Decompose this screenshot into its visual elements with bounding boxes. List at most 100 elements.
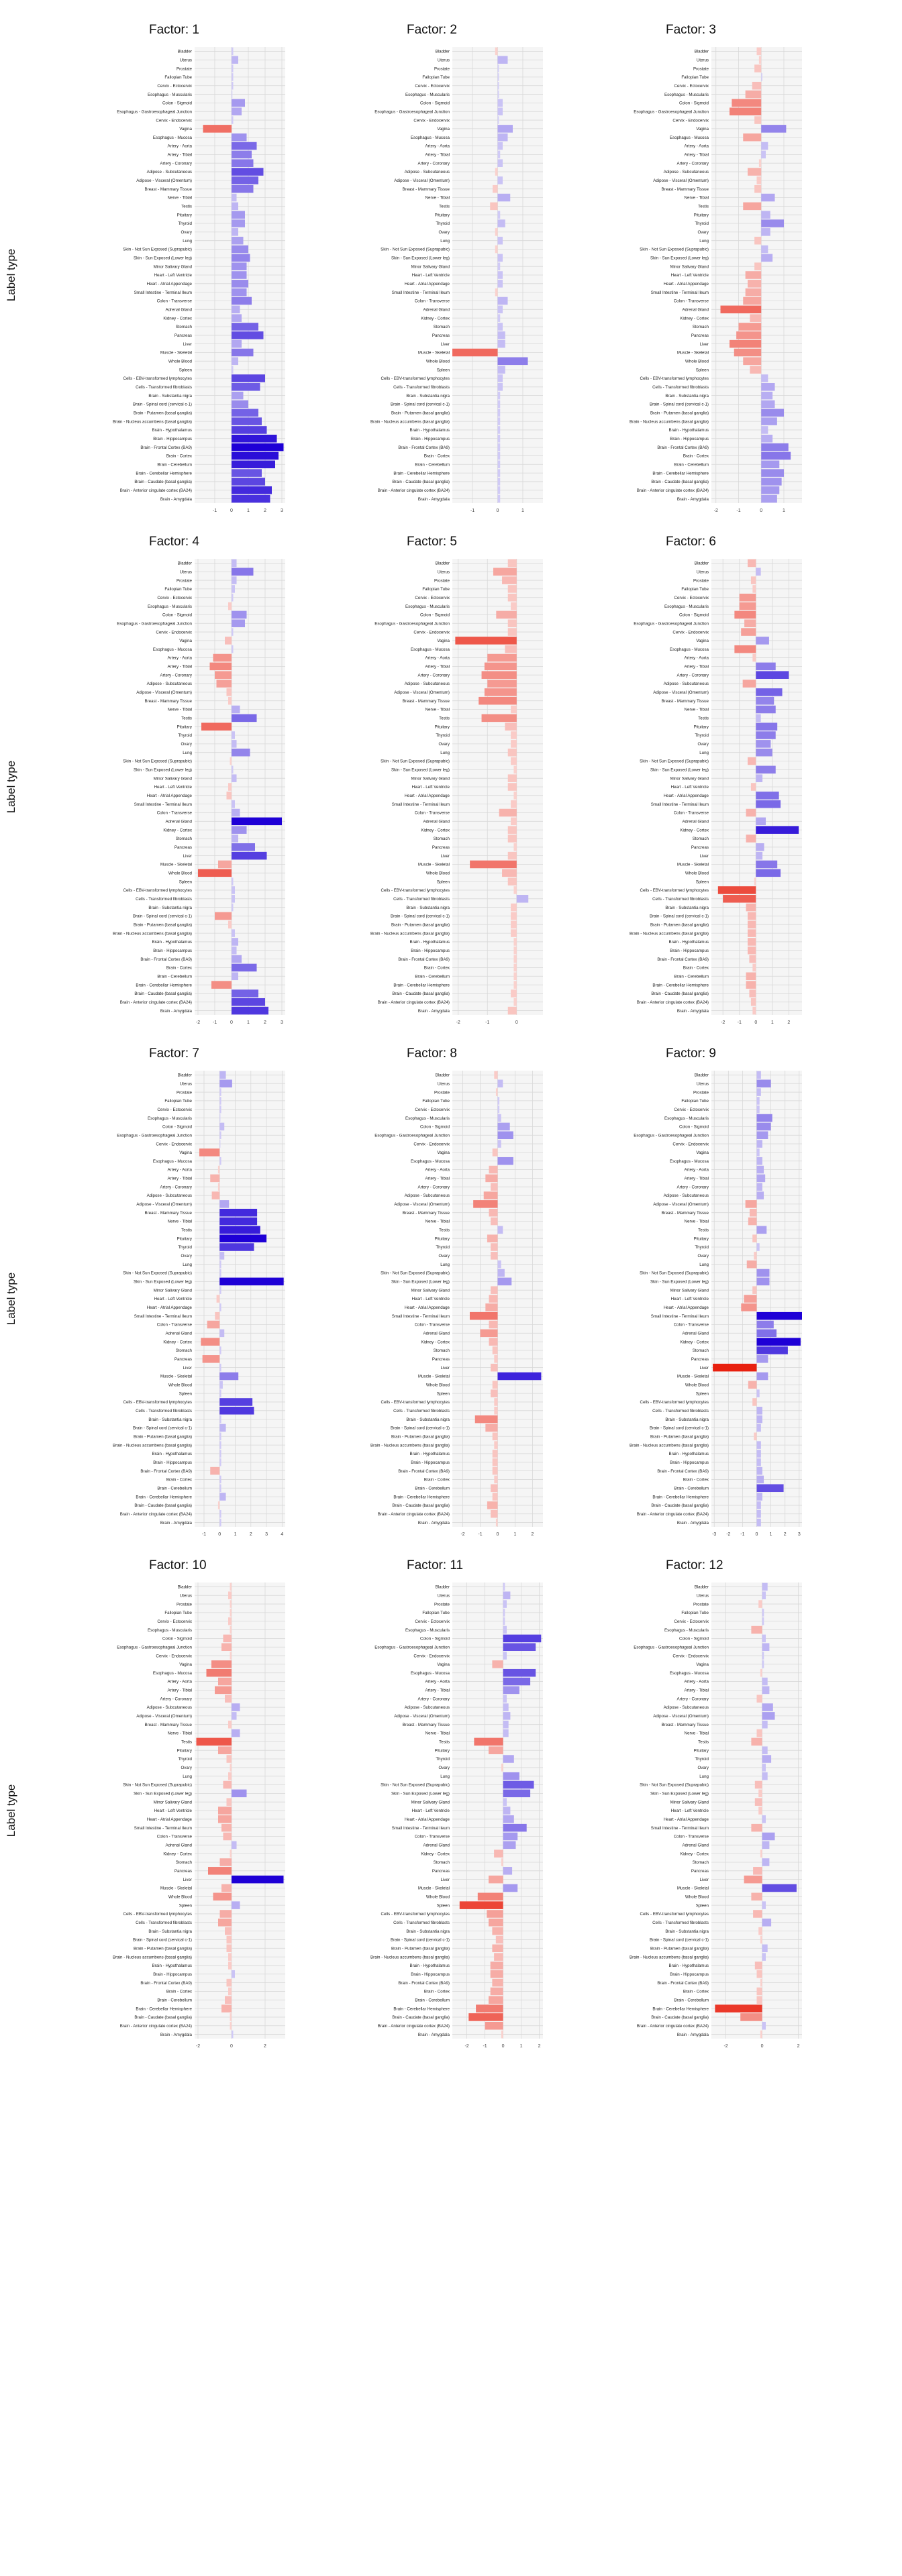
- tissue-tick-label: Fallopian Tube: [164, 75, 192, 80]
- loading-bar: [756, 662, 776, 671]
- tissue-tick-label: Esophagus - Gastroesophageal Junction: [117, 1645, 192, 1650]
- loading-bar: [232, 357, 238, 366]
- x-tick-label: 4: [281, 1532, 283, 1537]
- tissue-tick-label: Ovary: [438, 1254, 450, 1258]
- tissue-tick-label: Artery - Tibial: [685, 153, 709, 158]
- loading-bar: [745, 1200, 757, 1208]
- loading-bar: [752, 1398, 757, 1406]
- tissue-tick-label: Heart - Left Ventricle: [412, 785, 450, 790]
- tissue-tick-label: Nerve - Tibial: [425, 708, 450, 712]
- x-tick-label: 0: [756, 1532, 758, 1537]
- tissue-tick-label: Adipose - Subcutaneous: [147, 170, 192, 174]
- tissue-tick-label: Vagina: [179, 1662, 192, 1667]
- loading-bar: [497, 478, 501, 486]
- tissue-tick-label: Brain - Cortex: [166, 1990, 193, 1994]
- loading-bar: [761, 409, 784, 417]
- loading-bar: [232, 774, 237, 782]
- loading-bar: [208, 1867, 232, 1875]
- chart-title: Factor: 6: [666, 535, 716, 549]
- x-tick-label: 2: [264, 2044, 266, 2049]
- tissue-tick-label: Esophagus - Gastroesophageal Junction: [374, 1645, 450, 1650]
- loading-bar: [201, 722, 232, 731]
- x-tick-label: -2: [714, 508, 718, 513]
- loading-bar: [507, 593, 517, 602]
- loading-bar: [748, 938, 756, 946]
- tissue-tick-label: Testis: [439, 1228, 450, 1233]
- loading-bar: [219, 1097, 221, 1105]
- tissue-tick-label: Colon - Sigmoid: [679, 1637, 709, 1642]
- tissue-tick-label: Whole Blood: [426, 1383, 450, 1388]
- loading-bar: [495, 288, 498, 297]
- tissue-tick-label: Minor Salivary Gland: [670, 1800, 709, 1805]
- loading-bar: [497, 1131, 513, 1139]
- loading-bar: [199, 1148, 220, 1157]
- tissue-tick-label: Brain - Putamen (basal ganglia): [650, 1434, 709, 1439]
- tissue-tick-label: Brain - Caudate (basal ganglia): [651, 991, 709, 996]
- loading-bar: [232, 714, 257, 722]
- loading-bar: [492, 1927, 503, 1935]
- tissue-tick-label: Artery - Aorta: [168, 656, 193, 661]
- loading-bar: [232, 202, 238, 211]
- loading-bar: [511, 705, 517, 714]
- tissue-tick-label: Brain - Spinal cord (cervical c-1): [391, 914, 450, 919]
- loading-bar: [756, 176, 762, 184]
- loading-bar: [495, 245, 498, 254]
- tissue-tick-label: Prostate: [434, 1602, 450, 1607]
- loading-bar: [760, 1849, 762, 1858]
- tissue-tick-label: Brain - Cerebellum: [674, 974, 709, 979]
- tissue-tick-label: Brain - Putamen (basal ganglia): [134, 922, 192, 927]
- tissue-tick-label: Thyroid: [436, 1757, 450, 1762]
- tissue-tick-label: Bladder: [436, 1585, 450, 1590]
- loading-bar: [219, 1105, 221, 1114]
- loading-bar: [219, 1252, 225, 1260]
- loading-bar: [213, 1892, 232, 1901]
- tissue-tick-label: Adipose - Subcutaneous: [405, 170, 450, 174]
- loading-bar: [492, 1466, 498, 1475]
- loading-bar: [513, 972, 517, 981]
- loading-bar: [497, 1097, 500, 1105]
- loading-bar: [485, 1424, 498, 1432]
- loading-bar: [497, 125, 513, 133]
- loading-bar: [762, 1944, 768, 1953]
- loading-bar: [497, 494, 501, 503]
- loading-bar: [228, 1720, 232, 1729]
- tissue-tick-label: Skin - Not Sun Exposed (Suprapubic): [381, 1271, 450, 1276]
- loading-bar: [762, 1677, 768, 1686]
- factor-panel: Factor: 12 Bladder Uterus Prostate Fallopian…: [630, 1558, 802, 2049]
- tissue-tick-label: Breast - Mammary Tissue: [145, 187, 193, 192]
- tissue-tick-label: Brain - Spinal cord (cervical c-1): [650, 914, 709, 919]
- loading-bar: [232, 280, 248, 288]
- loading-bar: [756, 1329, 777, 1338]
- tissue-tick-label: Muscle - Skeletal: [677, 863, 709, 867]
- loading-bar: [754, 64, 762, 72]
- loading-bar: [513, 947, 517, 955]
- loading-bar: [218, 1677, 232, 1686]
- tissue-tick-label: Skin - Sun Exposed (Lower leg): [134, 768, 192, 773]
- tissue-tick-label: Muscle - Skeletal: [160, 1375, 192, 1379]
- factor-panel: Factor: 6 Bladder Uterus Prostate Fallopian …: [630, 535, 802, 1025]
- loading-bar: [756, 1338, 801, 1346]
- loading-bar: [502, 869, 517, 877]
- tissue-tick-label: Lung: [699, 239, 709, 244]
- loading-bar: [232, 142, 257, 150]
- loading-bar: [218, 860, 232, 869]
- loading-bar: [761, 486, 780, 494]
- loading-bar: [225, 1996, 232, 2004]
- loading-bar: [226, 1755, 232, 1763]
- loading-bar: [494, 1071, 498, 1079]
- tissue-tick-label: Bladder: [178, 1585, 192, 1590]
- loading-bar: [754, 1252, 757, 1260]
- loading-bar: [497, 409, 501, 417]
- loading-bar: [489, 1875, 503, 1884]
- tissue-tick-label: Brain - Cerebellar Hemisphere: [652, 2006, 709, 2011]
- tissue-tick-label: Spleen: [696, 1903, 709, 1908]
- loading-bar: [232, 955, 242, 963]
- tissue-tick-label: Brain - Cortex: [424, 454, 450, 459]
- tissue-tick-label: Esophagus - Gastroesophageal Junction: [634, 109, 709, 114]
- loading-bar: [507, 619, 517, 627]
- tissue-tick-label: Brain - Hippocampus: [670, 1972, 709, 1977]
- tissue-tick-label: Artery - Coronary: [160, 161, 193, 166]
- tissue-tick-label: Spleen: [179, 879, 193, 884]
- loading-bar: [232, 1729, 240, 1737]
- loading-bar: [196, 1737, 232, 1746]
